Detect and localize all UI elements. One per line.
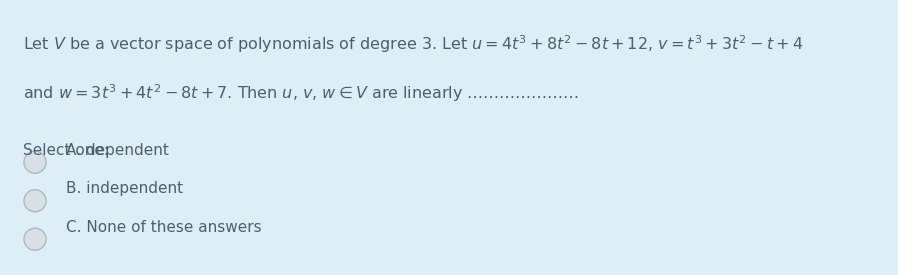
Ellipse shape — [24, 190, 46, 212]
Text: C. None of these answers: C. None of these answers — [66, 220, 262, 235]
Bar — [898, 0, 921, 275]
Ellipse shape — [24, 151, 46, 173]
Ellipse shape — [24, 228, 46, 250]
Text: A. dependent: A. dependent — [66, 143, 169, 158]
Text: B. independent: B. independent — [66, 182, 183, 197]
Text: Select one:: Select one: — [23, 143, 109, 158]
Text: Let $V$ be a vector space of polynomials of degree 3. Let $u = 4t^3 + 8t^2 - 8t : Let $V$ be a vector space of polynomials… — [23, 33, 803, 55]
Text: and $w = 3t^3 + 4t^2 - 8t + 7$. Then $u$, $v$, $w \in V$ are linearly …………………: and $w = 3t^3 + 4t^2 - 8t + 7$. Then $u$… — [23, 82, 579, 104]
